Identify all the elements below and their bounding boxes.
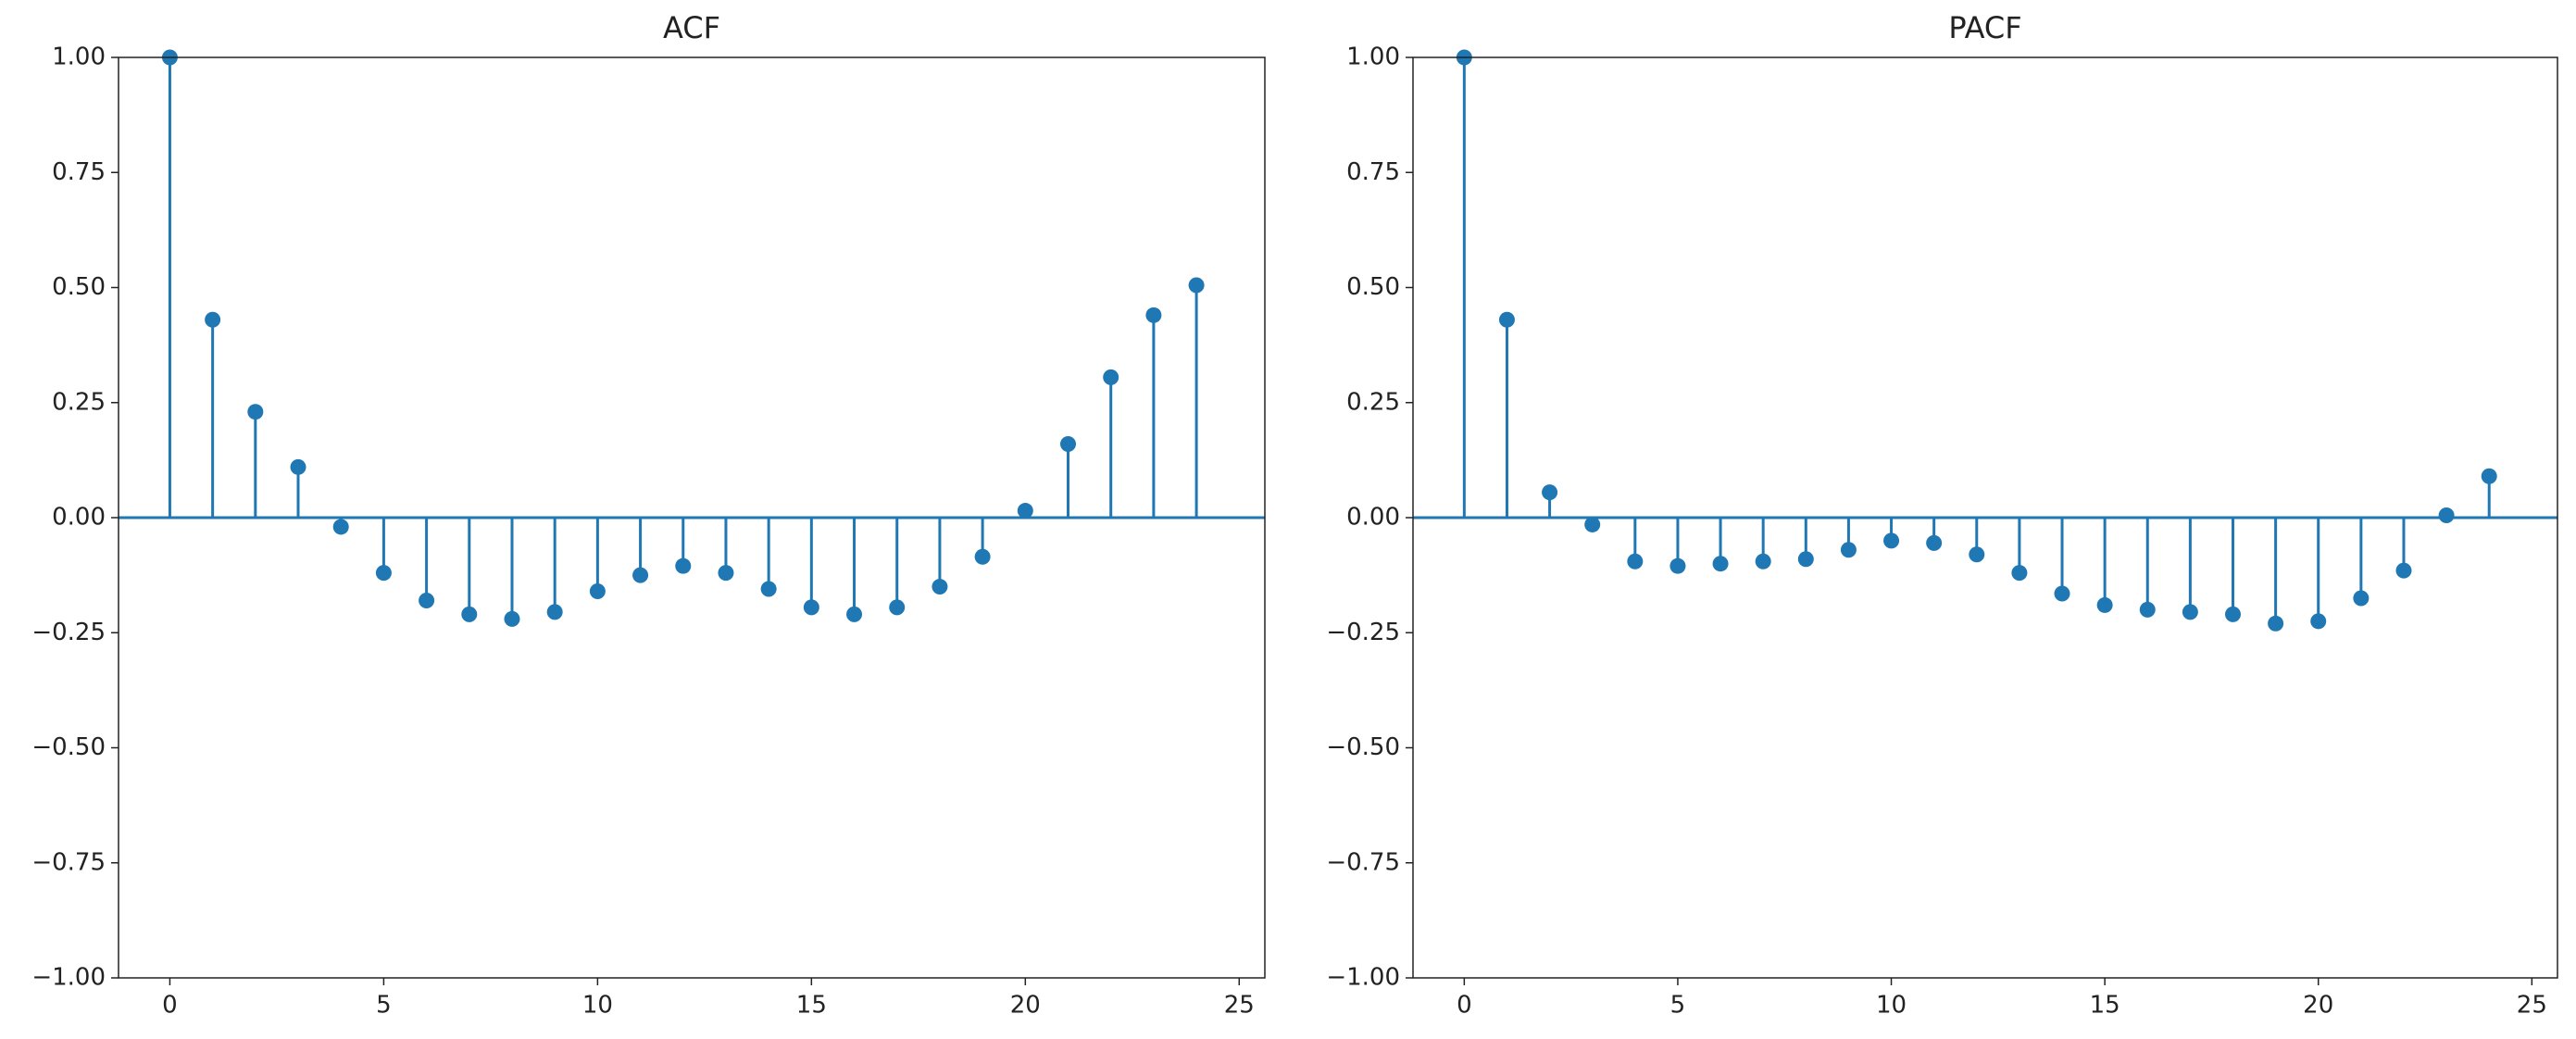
- marker: [889, 599, 906, 616]
- x-tick-label: 10: [1876, 992, 1907, 1020]
- marker: [2268, 615, 2284, 632]
- marker: [2096, 596, 2113, 613]
- x-tick-label: 20: [2303, 992, 2333, 1020]
- x-tick-label: 20: [1010, 992, 1041, 1020]
- marker: [504, 610, 520, 627]
- marker: [1542, 484, 1558, 501]
- x-tick-label: 25: [1224, 992, 1255, 1020]
- marker: [332, 519, 349, 535]
- y-tick-label: −0.50: [1326, 733, 1400, 761]
- marker: [2438, 507, 2455, 524]
- y-tick-label: 0.75: [1346, 158, 1400, 186]
- y-tick-label: 0.50: [1346, 273, 1400, 301]
- marker: [1103, 369, 1119, 385]
- y-tick-label: −0.75: [31, 848, 106, 876]
- marker: [2481, 468, 2497, 484]
- marker: [1627, 553, 1644, 570]
- axes-frame: [1412, 56, 2558, 979]
- x-tick-label: 15: [796, 992, 827, 1020]
- marker: [1060, 435, 1077, 452]
- y-tick-label: −0.50: [31, 733, 106, 761]
- marker: [1755, 553, 1771, 570]
- chart-title: PACF: [1948, 10, 2021, 45]
- marker: [546, 604, 563, 620]
- marker: [1926, 534, 1943, 551]
- marker: [1584, 516, 1601, 532]
- y-tick-label: 0.00: [1346, 504, 1400, 532]
- marker: [718, 565, 734, 582]
- x-tick-label: 5: [376, 992, 392, 1020]
- marker: [803, 599, 819, 616]
- y-tick-label: 0.25: [52, 388, 106, 416]
- x-tick-label: 25: [2517, 992, 2547, 1020]
- marker: [1883, 532, 1900, 549]
- marker: [1498, 311, 1515, 328]
- marker: [846, 606, 863, 622]
- y-tick-label: −0.25: [1326, 619, 1400, 646]
- marker: [2139, 601, 2156, 618]
- axes-frame: [118, 56, 1266, 979]
- marker: [2310, 613, 2327, 630]
- x-tick-label: 5: [1670, 992, 1686, 1020]
- y-tick-label: −0.75: [1326, 848, 1400, 876]
- marker: [419, 592, 435, 608]
- marker: [760, 581, 777, 597]
- marker: [461, 606, 478, 622]
- y-tick-label: −0.25: [31, 619, 106, 646]
- marker: [1712, 556, 1729, 572]
- x-tick-label: 10: [582, 992, 613, 1020]
- marker: [1669, 557, 1686, 574]
- y-tick-label: 0.00: [52, 504, 106, 532]
- y-tick-label: −1.00: [31, 964, 106, 992]
- marker: [290, 458, 306, 475]
- marker: [1017, 503, 1033, 520]
- marker: [205, 311, 221, 328]
- marker: [1188, 277, 1205, 294]
- marker: [2182, 604, 2198, 620]
- y-tick-label: 0.25: [1346, 388, 1400, 416]
- marker: [675, 557, 692, 574]
- y-tick-label: 1.00: [1346, 44, 1400, 71]
- marker: [2054, 585, 2070, 602]
- x-tick-label: 0: [1457, 992, 1472, 1020]
- marker: [375, 565, 392, 582]
- marker: [247, 404, 264, 420]
- marker: [589, 583, 606, 600]
- chart-title: ACF: [663, 10, 720, 45]
- marker: [974, 548, 991, 565]
- x-tick-label: 0: [162, 992, 178, 1020]
- marker: [1840, 542, 1857, 558]
- marker: [2353, 590, 2370, 607]
- marker: [2395, 562, 2412, 579]
- marker: [1969, 546, 1985, 563]
- marker: [1797, 551, 1814, 568]
- y-tick-label: −1.00: [1326, 964, 1400, 992]
- marker: [2011, 565, 2028, 582]
- marker: [2224, 606, 2241, 622]
- y-tick-label: 1.00: [52, 44, 106, 71]
- marker: [1145, 307, 1162, 323]
- marker: [932, 579, 948, 595]
- y-tick-label: 0.50: [52, 273, 106, 301]
- marker: [632, 567, 649, 583]
- x-tick-label: 15: [2090, 992, 2120, 1020]
- y-tick-label: 0.75: [52, 158, 106, 186]
